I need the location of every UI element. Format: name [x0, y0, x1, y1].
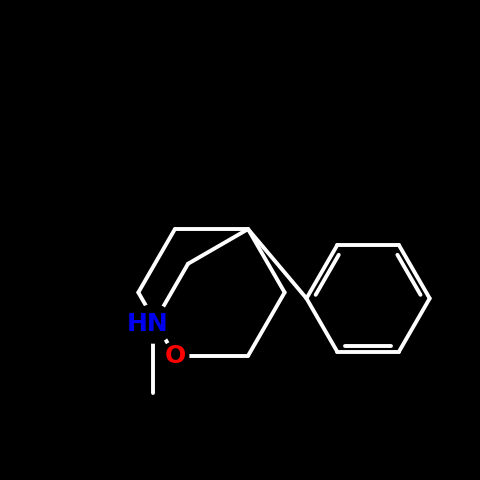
Text: O: O	[164, 344, 185, 368]
Text: HN: HN	[126, 312, 168, 336]
Circle shape	[161, 342, 188, 370]
Circle shape	[134, 304, 172, 343]
